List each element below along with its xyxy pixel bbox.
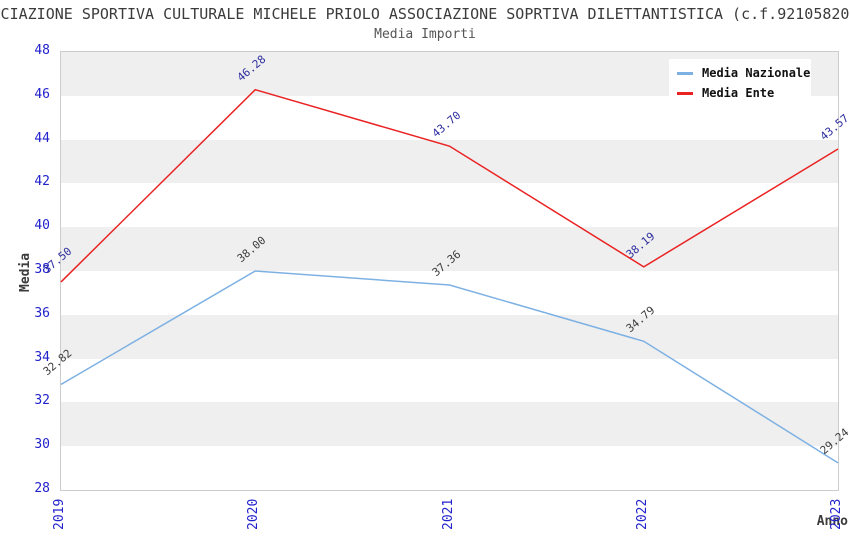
legend-label: Media Ente [702,86,775,100]
series-line-media-nazionale [60,270,839,464]
y-tick-label: 46 [34,86,50,102]
chart-subtitle: Media Importi [374,27,476,42]
media-nazionale-line-swatch [677,71,693,75]
grid-band [61,183,838,228]
plot-area: 32.82 38.00 37.36 34.79 29.24 37.50 46.28 43.70… [41,51,850,491]
y-tick-label: 34 [34,349,50,365]
y-tick-label: 42 [34,174,50,190]
grid-band [61,446,838,490]
legend-item-media-ente: Media Ente [677,83,803,103]
grid-band [61,271,838,315]
y-tick-label: 40 [34,218,50,234]
y-tick-label: 44 [34,130,50,146]
y-tick-label: 38 [34,262,50,277]
series-lines [60,88,839,464]
x-axis-title: Anno [816,514,848,529]
media-ente-line-swatch [677,91,693,95]
x-tick-label: 2023 [829,498,844,530]
y-tick-label: 28 [34,481,50,496]
legend-label: Media Nazionale [702,66,811,80]
x-tick-label: 2019 [52,498,67,530]
grid-band [61,358,838,403]
x-tick-label: 2020 [246,498,262,530]
y-tick-label: 32 [34,393,50,409]
chart-title: OCIAZIONE SPORTIVA CULTURALE MICHELE PRI… [0,5,850,23]
grid-band [61,314,838,359]
grid-band [61,227,838,271]
x-tick-label: 2022 [634,498,650,530]
legend: Media Nazionale Media Ente [669,59,811,107]
y-tick-label: 36 [34,305,50,321]
series-line-media-ente [60,88,839,283]
y-tick-label: 30 [34,437,50,453]
x-tick-label: 2021 [440,498,456,530]
y-tick-label: 48 [34,43,50,58]
grid-band [61,402,838,447]
legend-item-media-nazionale: Media Nazionale [677,63,810,83]
